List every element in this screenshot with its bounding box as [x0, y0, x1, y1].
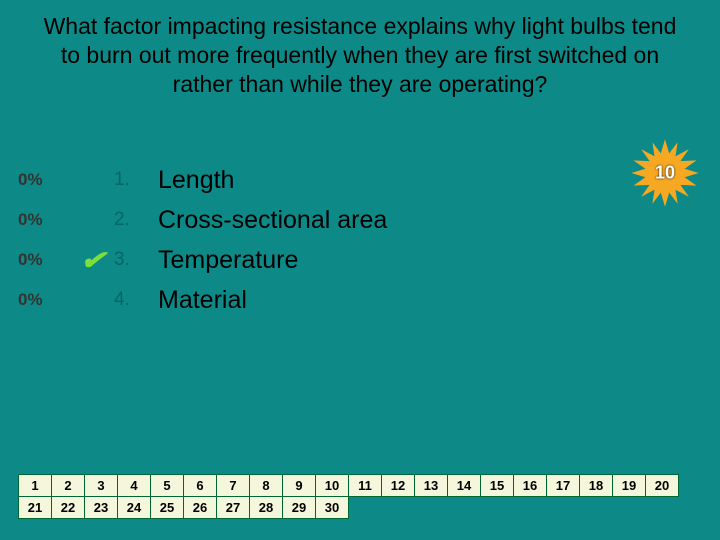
grid-cell[interactable]: 17 — [546, 474, 580, 497]
grid-cell[interactable]: 15 — [480, 474, 514, 497]
grid-cell[interactable]: 16 — [513, 474, 547, 497]
grid-cell[interactable]: 18 — [579, 474, 613, 497]
grid-cell[interactable]: 6 — [183, 474, 217, 497]
grid-cell[interactable]: 24 — [117, 496, 151, 519]
grid-cell[interactable]: 11 — [348, 474, 382, 497]
grid-cell[interactable]: 28 — [249, 496, 283, 519]
grid-cell[interactable]: 12 — [381, 474, 415, 497]
participant-grid: 1234567891011121314151617181920 21222324… — [18, 474, 678, 518]
grid-cell[interactable]: 23 — [84, 496, 118, 519]
check-column: ✔ — [50, 245, 110, 276]
grid-cell[interactable]: 29 — [282, 496, 316, 519]
grid-cell[interactable]: 13 — [414, 474, 448, 497]
answer-number: 4. — [110, 289, 146, 311]
question-text: What factor impacting resistance explain… — [0, 0, 720, 106]
grid-row-1: 1234567891011121314151617181920 — [18, 474, 678, 496]
grid-cell[interactable]: 9 — [282, 474, 316, 497]
answer-text: Cross-sectional area — [146, 206, 387, 235]
grid-cell[interactable]: 3 — [84, 474, 118, 497]
answer-percent: 0% — [0, 210, 50, 230]
answer-percent: 0% — [0, 170, 50, 190]
grid-cell[interactable]: 25 — [150, 496, 184, 519]
answer-row[interactable]: 0% 1. Length — [0, 160, 720, 200]
answer-number: 3. — [110, 249, 146, 271]
grid-cell[interactable]: 4 — [117, 474, 151, 497]
grid-row-2: 21222324252627282930 — [18, 496, 678, 518]
answer-number: 2. — [110, 209, 146, 231]
answer-percent: 0% — [0, 250, 50, 270]
grid-cell[interactable]: 2 — [51, 474, 85, 497]
grid-cell[interactable]: 27 — [216, 496, 250, 519]
answer-number: 1. — [110, 169, 146, 191]
answer-text: Material — [146, 286, 247, 315]
grid-cell[interactable]: 30 — [315, 496, 349, 519]
grid-cell[interactable]: 20 — [645, 474, 679, 497]
answer-row[interactable]: 0% 4. Material — [0, 280, 720, 320]
timer-value: 10 — [655, 163, 675, 184]
grid-cell[interactable]: 22 — [51, 496, 85, 519]
grid-cell[interactable]: 19 — [612, 474, 646, 497]
grid-cell[interactable]: 5 — [150, 474, 184, 497]
timer-burst: 10 — [630, 138, 700, 208]
grid-cell[interactable]: 14 — [447, 474, 481, 497]
answer-text: Length — [146, 166, 234, 195]
answer-text: Temperature — [146, 246, 298, 275]
answers-list: 0% 1. Length 0% 2. Cross-sectional area … — [0, 160, 720, 320]
grid-cell[interactable]: 26 — [183, 496, 217, 519]
grid-cell[interactable]: 1 — [18, 474, 52, 497]
grid-cell[interactable]: 10 — [315, 474, 349, 497]
answer-row[interactable]: 0% 2. Cross-sectional area — [0, 200, 720, 240]
grid-cell[interactable]: 21 — [18, 496, 52, 519]
checkmark-icon: ✔ — [80, 245, 106, 276]
grid-cell[interactable]: 7 — [216, 474, 250, 497]
answer-row[interactable]: 0% ✔ 3. Temperature — [0, 240, 720, 280]
answer-percent: 0% — [0, 290, 50, 310]
grid-cell[interactable]: 8 — [249, 474, 283, 497]
